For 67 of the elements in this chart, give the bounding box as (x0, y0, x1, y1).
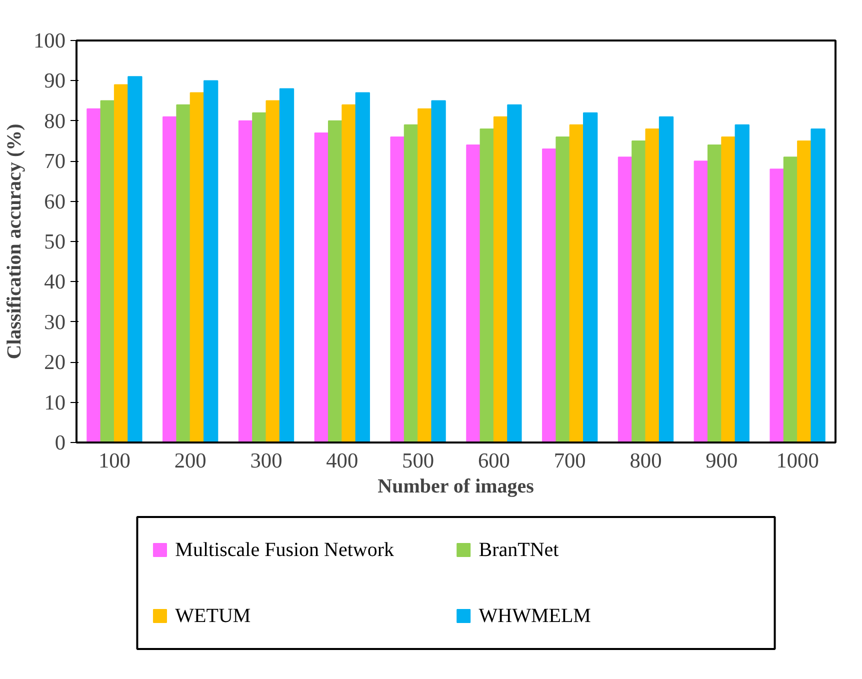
bar (797, 140, 812, 442)
bar (480, 128, 494, 442)
y-tick-label: 0 (54, 430, 66, 454)
bar (632, 140, 646, 442)
y-tick-label: 30 (44, 310, 66, 334)
bar (86, 108, 102, 442)
bar (176, 104, 191, 442)
bar (190, 92, 205, 442)
legend-label: WETUM (175, 605, 251, 627)
x-tick-label: 200 (174, 448, 206, 472)
x-tick-label: 100 (98, 448, 130, 472)
y-tick-label: 50 (44, 230, 66, 254)
bar (466, 144, 481, 442)
x-tick-label: 400 (326, 448, 358, 472)
bar (770, 168, 784, 442)
bar (418, 108, 432, 442)
bar (162, 116, 178, 442)
bar (204, 80, 218, 442)
legend-label: Multiscale Fusion Network (175, 539, 394, 561)
y-tick-label: 20 (44, 350, 66, 374)
bar (342, 104, 356, 442)
bar (114, 84, 129, 442)
bar (507, 104, 522, 442)
bar (583, 112, 598, 442)
y-tick-label: 100 (34, 28, 66, 52)
bar (618, 156, 633, 442)
x-tick-label: 500 (402, 448, 434, 472)
x-tick-label: 300 (250, 448, 282, 472)
y-tick-label: 80 (44, 108, 66, 133)
bar (252, 112, 267, 442)
y-tick-label: 70 (44, 149, 66, 174)
bar (404, 124, 419, 442)
y-axis-title: Classification accuracy (%) (4, 124, 26, 360)
y-tick-label: 90 (44, 68, 66, 93)
bar (128, 76, 142, 442)
bar (100, 100, 115, 442)
x-tick-label: 600 (478, 448, 510, 472)
x-axis-title: Number of images (378, 476, 534, 498)
legend-label: WHWMELM (478, 605, 592, 627)
bar (707, 144, 722, 442)
y-tick-label: 60 (44, 189, 66, 214)
bar (569, 124, 584, 442)
x-tick-label: 1000 (776, 448, 819, 472)
bar (694, 160, 708, 442)
y-tick-label: 40 (44, 270, 66, 294)
bar (431, 100, 446, 442)
y-tick-label: 10 (44, 390, 66, 414)
bar (734, 124, 750, 442)
bar (556, 136, 570, 442)
bar (783, 156, 798, 442)
bar (238, 120, 254, 442)
bar (542, 148, 557, 442)
bar (645, 128, 660, 442)
bar (493, 116, 508, 442)
x-tick-label: 700 (554, 448, 586, 472)
x-tick-label: 800 (630, 448, 662, 472)
bar (355, 92, 370, 442)
bar (658, 116, 674, 442)
bar (266, 100, 280, 442)
legend-label: BranTNet (478, 539, 560, 561)
bar (810, 128, 826, 442)
x-tick-label: 900 (706, 448, 738, 472)
bar (390, 136, 405, 442)
bar (721, 136, 736, 442)
bar (279, 88, 294, 442)
bar (314, 132, 329, 442)
bar (328, 120, 343, 442)
